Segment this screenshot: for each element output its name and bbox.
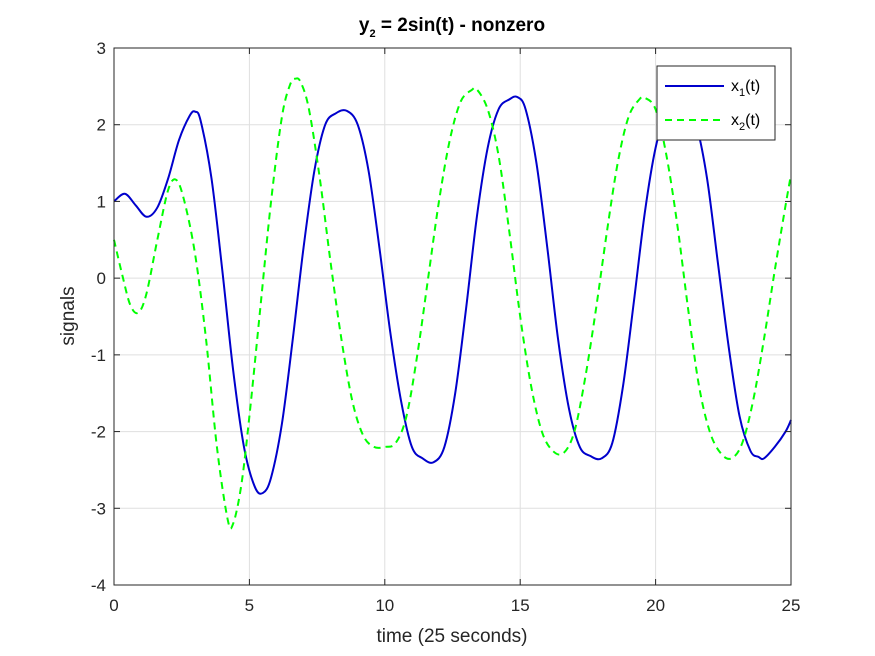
y-tick-label: 1 xyxy=(97,192,106,211)
series-line-2 xyxy=(113,77,792,530)
axis-ticks: 0 5 10 15 20 25 -4 -3 -2 -1 0 1 2 3 xyxy=(91,39,801,615)
x-tick-label: 10 xyxy=(375,596,394,615)
y-tick-label: 2 xyxy=(97,116,106,135)
y-tick-label: -4 xyxy=(91,576,106,595)
x-tick-label: 25 xyxy=(782,596,801,615)
y-tick-label: -1 xyxy=(91,346,106,365)
legend-entry-x1: x1(t) xyxy=(731,78,760,99)
legend-box xyxy=(656,65,776,141)
legend: x1(t) x2(t) xyxy=(656,65,776,141)
x-axis-label: time (25 seconds) xyxy=(376,626,527,647)
chart-title: y2 = 2sin(t) - nonzero xyxy=(359,15,545,40)
x-tick-label: 5 xyxy=(245,596,254,615)
plot-frame xyxy=(113,47,792,586)
y-tick-label: -2 xyxy=(91,423,106,442)
grid-lines xyxy=(114,48,791,585)
x-tick-label: 15 xyxy=(511,596,530,615)
y-tick-label: 0 xyxy=(97,269,106,288)
y-axis-label: signals xyxy=(58,286,79,345)
legend-entry-x2: x2(t) xyxy=(731,112,760,133)
y-tick-label: 3 xyxy=(97,39,106,58)
x-tick-label: 20 xyxy=(646,596,665,615)
x-tick-label: 0 xyxy=(109,596,118,615)
y-tick-label: -3 xyxy=(91,499,106,518)
